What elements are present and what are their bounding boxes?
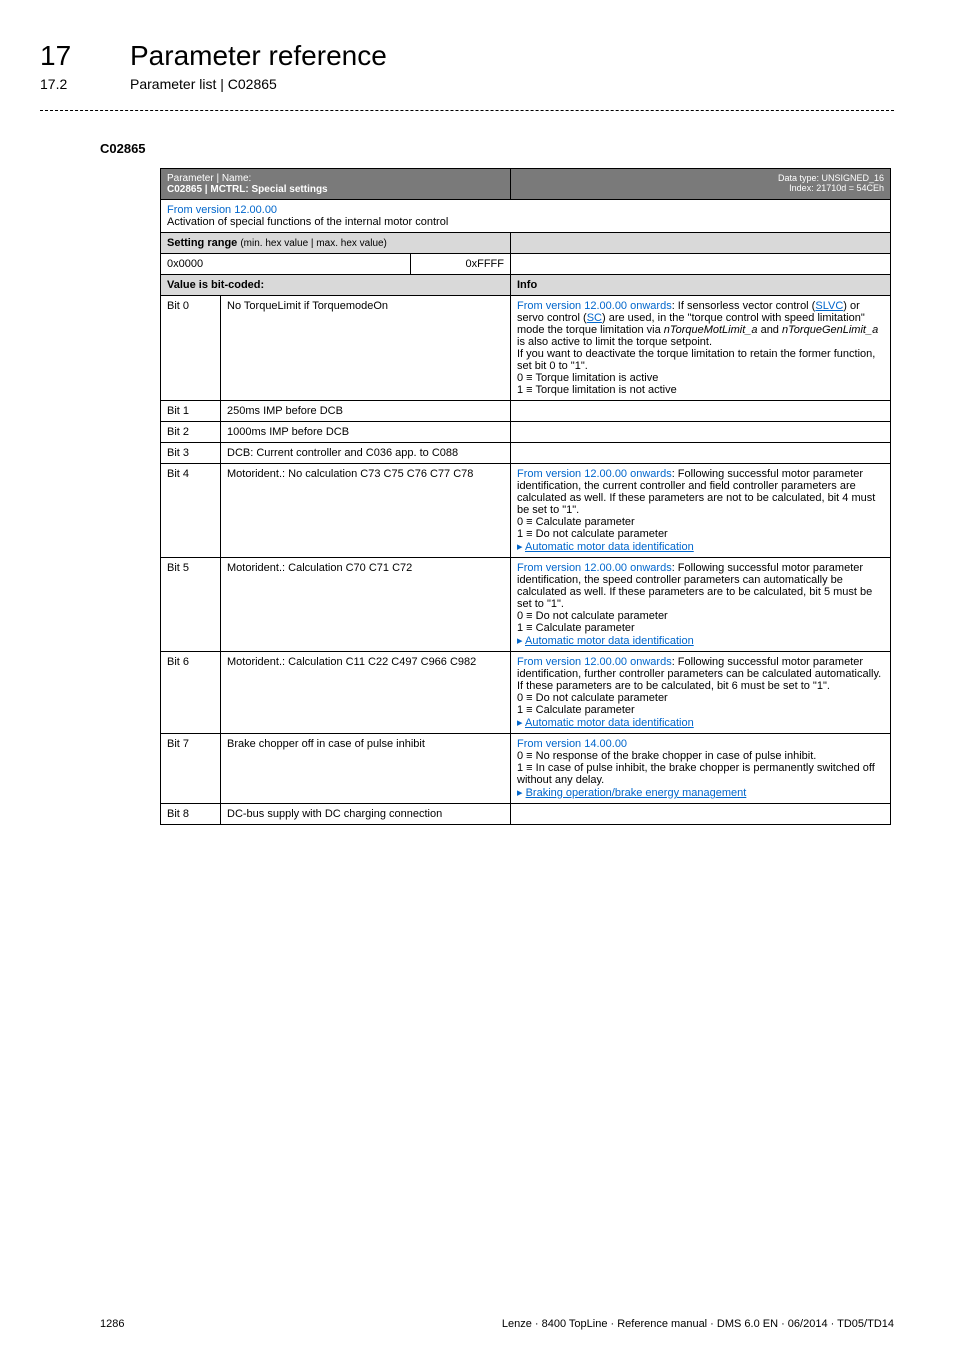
bit-label: Bit 8	[161, 804, 221, 825]
doc-info: Lenze · 8400 TopLine · Reference manual …	[502, 1318, 894, 1330]
activation-text: Activation of special functions of the i…	[167, 216, 448, 228]
banner-index: Index: 21710d = 54CEh	[789, 183, 884, 193]
setting-range-label: Setting range (min. hex value | max. hex…	[161, 233, 511, 254]
banner-left: Parameter | Name: C02865 | MCTRL: Specia…	[161, 169, 511, 200]
bit4-pre: From version 12.00.00 onwards	[517, 468, 672, 480]
info-label: Info	[511, 275, 891, 296]
divider	[40, 110, 894, 111]
bit-name: 1000ms IMP before DCB	[221, 422, 511, 443]
bit-info: From version 12.00.00 onwards: If sensor…	[511, 296, 891, 401]
bit0-em2: nTorqueGenLimit_a	[782, 324, 878, 336]
page-footer: 1286 Lenze · 8400 TopLine · Reference ma…	[100, 1318, 894, 1330]
bit-info	[511, 804, 891, 825]
bit0-post4: is also active to limit the torque setpo…	[517, 336, 875, 396]
bit7-pre: From version 14.00.00	[517, 738, 627, 750]
version-cell: From version 12.00.00 Activation of spec…	[161, 200, 891, 233]
bit6-link[interactable]: Automatic motor data identification	[525, 717, 694, 729]
banner-name: C02865 | MCTRL: Special settings	[167, 184, 328, 195]
bit-info	[511, 422, 891, 443]
bit5-pre: From version 12.00.00 onwards	[517, 562, 672, 574]
bit-label: Bit 6	[161, 652, 221, 734]
subchapter-number: 17.2	[40, 76, 100, 92]
bit0-em1: nTorqueMotLimit_a	[664, 324, 758, 336]
bit0-post3: and	[758, 324, 782, 336]
table-row: Bit 0 No TorqueLimit if TorquemodeOn Fro…	[161, 296, 891, 401]
bit-label: Bit 2	[161, 422, 221, 443]
setting-range-sub: (min. hex value | max. hex value)	[240, 238, 387, 249]
bit-label: Bit 1	[161, 401, 221, 422]
bit-label: Bit 4	[161, 464, 221, 558]
setting-range-header: Setting range (min. hex value | max. hex…	[161, 233, 891, 254]
bit-info: From version 12.00.00 onwards: Following…	[511, 464, 891, 558]
page: 17 Parameter reference 17.2 Parameter li…	[0, 0, 954, 1350]
banner-left-label: Parameter | Name:	[167, 173, 251, 184]
triangle-icon: ▸	[517, 541, 525, 553]
bit6-pre: From version 12.00.00 onwards	[517, 656, 672, 668]
table-row: Bit 4 Motorident.: No calculation C73 C7…	[161, 464, 891, 558]
table-row: Bit 1 250ms IMP before DCB	[161, 401, 891, 422]
parameter-id: C02865	[100, 141, 894, 156]
chapter-header: 17 Parameter reference	[100, 40, 894, 72]
setting-range-min: 0x0000	[161, 254, 411, 275]
setting-range-empty	[511, 233, 891, 254]
table-row: Bit 3 DCB: Current controller and C036 a…	[161, 443, 891, 464]
bit-label: Bit 3	[161, 443, 221, 464]
table-row: Bit 7 Brake chopper off in case of pulse…	[161, 734, 891, 804]
bit4-link[interactable]: Automatic motor data identification	[525, 541, 694, 553]
table-row: Bit 6 Motorident.: Calculation C11 C22 C…	[161, 652, 891, 734]
bit-name: Brake chopper off in case of pulse inhib…	[221, 734, 511, 804]
version-note: From version 12.00.00	[167, 204, 277, 216]
bit-name: DCB: Current controller and C036 app. to…	[221, 443, 511, 464]
triangle-icon: ▸	[517, 717, 525, 729]
bit-name: 250ms IMP before DCB	[221, 401, 511, 422]
subchapter-header: 17.2 Parameter list | C02865	[100, 76, 894, 92]
version-row: From version 12.00.00 Activation of spec…	[161, 200, 891, 233]
bitcoded-header: Value is bit-coded: Info	[161, 275, 891, 296]
bit5-link[interactable]: Automatic motor data identification	[525, 635, 694, 647]
page-number: 1286	[100, 1318, 124, 1330]
bit-info	[511, 401, 891, 422]
parameter-table: Parameter | Name: C02865 | MCTRL: Specia…	[160, 168, 891, 825]
table-row: Bit 2 1000ms IMP before DCB	[161, 422, 891, 443]
bit-name: No TorqueLimit if TorquemodeOn	[221, 296, 511, 401]
bit-name: Motorident.: Calculation C11 C22 C497 C9…	[221, 652, 511, 734]
banner-datatype: Data type: UNSIGNED_16	[778, 173, 884, 183]
bit0-post1: : If sensorless vector control (	[672, 300, 816, 312]
table-row: Bit 5 Motorident.: Calculation C70 C71 C…	[161, 558, 891, 652]
bit7-body: 0 ≡ No response of the brake chopper in …	[517, 750, 875, 786]
bit-name: Motorident.: Calculation C70 C71 C72	[221, 558, 511, 652]
bit-info: From version 12.00.00 onwards: Following…	[511, 558, 891, 652]
table-header-row: Parameter | Name: C02865 | MCTRL: Specia…	[161, 169, 891, 200]
bit-name: Motorident.: No calculation C73 C75 C76 …	[221, 464, 511, 558]
bit0-link1[interactable]: SLVC	[815, 300, 843, 312]
bit-info: From version 14.00.00 0 ≡ No response of…	[511, 734, 891, 804]
bitcoded-label: Value is bit-coded:	[161, 275, 511, 296]
bit-label: Bit 5	[161, 558, 221, 652]
bit-name: DC-bus supply with DC charging connectio…	[221, 804, 511, 825]
banner-right: Data type: UNSIGNED_16 Index: 21710d = 5…	[511, 169, 891, 200]
bit0-link2[interactable]: SC	[587, 312, 602, 324]
subchapter-title: Parameter list | C02865	[130, 76, 277, 92]
table-row: Bit 8 DC-bus supply with DC charging con…	[161, 804, 891, 825]
bit7-link[interactable]: Braking operation/brake energy managemen…	[526, 787, 747, 799]
chapter-number: 17	[40, 40, 100, 72]
bit-label: Bit 0	[161, 296, 221, 401]
setting-range-values: 0x0000 0xFFFF	[161, 254, 891, 275]
bit-info: From version 12.00.00 onwards: Following…	[511, 652, 891, 734]
setting-range-max: 0xFFFF	[411, 254, 511, 275]
bit0-pre: From version 12.00.00 onwards	[517, 300, 672, 312]
triangle-icon: ▸	[517, 635, 525, 647]
bit-info	[511, 443, 891, 464]
triangle-icon: ▸	[517, 787, 526, 799]
bit-label: Bit 7	[161, 734, 221, 804]
setting-range-label-text: Setting range	[167, 237, 240, 249]
chapter-title: Parameter reference	[130, 40, 387, 72]
setting-range-values-empty	[511, 254, 891, 275]
